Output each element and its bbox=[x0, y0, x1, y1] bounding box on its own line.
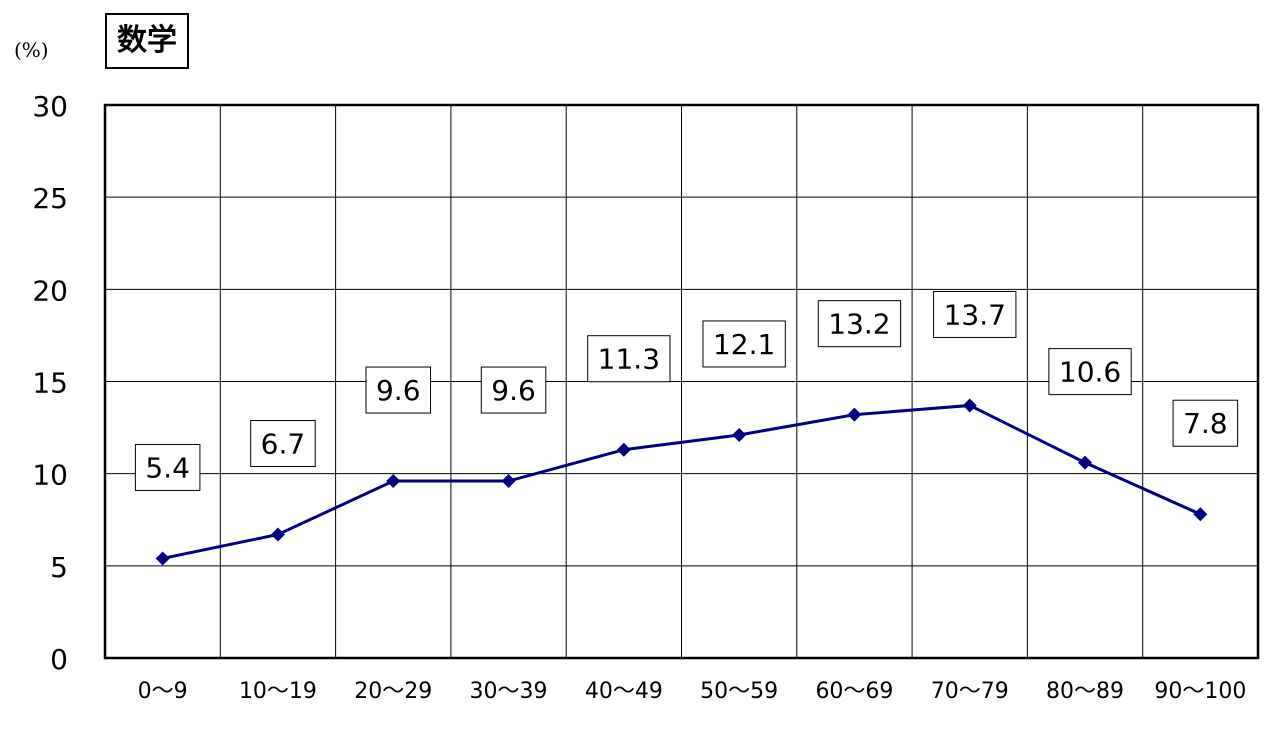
y-tick-label: 5 bbox=[50, 551, 68, 584]
data-point bbox=[1193, 507, 1208, 522]
data-label-box bbox=[134, 443, 201, 491]
data-point bbox=[270, 527, 285, 542]
x-tick-label: 30～39 bbox=[470, 679, 548, 704]
data-label-box bbox=[1172, 399, 1239, 447]
data-label: 5.4 bbox=[145, 451, 190, 484]
plot-border bbox=[103, 103, 1260, 660]
data-label-box bbox=[480, 366, 547, 414]
x-tick-label: 90～100 bbox=[1154, 679, 1246, 704]
x-tick-label: 40～49 bbox=[585, 679, 663, 704]
data-label: 13.2 bbox=[828, 308, 890, 341]
y-tick-label: 15 bbox=[32, 367, 68, 400]
y-tick-label: 25 bbox=[32, 182, 68, 215]
y-tick-label: 10 bbox=[32, 459, 68, 492]
data-point bbox=[962, 398, 977, 413]
data-label-box bbox=[702, 320, 786, 368]
data-point bbox=[616, 442, 631, 457]
data-label-box bbox=[365, 366, 432, 414]
data-label: 7.8 bbox=[1183, 407, 1228, 440]
x-tick-label: 50～59 bbox=[700, 679, 778, 704]
y-tick-label: 20 bbox=[32, 274, 68, 307]
data-label-box bbox=[817, 300, 902, 348]
data-label: 9.6 bbox=[376, 374, 421, 407]
data-label-box bbox=[933, 290, 1017, 338]
data-point bbox=[732, 427, 747, 442]
y-axis-unit-label: (%) bbox=[14, 38, 49, 62]
series-line bbox=[162, 403, 1201, 560]
y-tick-label: 30 bbox=[32, 90, 68, 123]
data-point bbox=[155, 551, 170, 566]
data-label: 11.3 bbox=[598, 343, 660, 376]
data-label: 13.7 bbox=[944, 298, 1006, 331]
data-label: 9.6 bbox=[491, 374, 536, 407]
chart-title: 数学 bbox=[105, 13, 189, 69]
data-label-box bbox=[250, 419, 316, 467]
y-tick-label: 0 bbox=[50, 643, 68, 676]
data-label-box bbox=[1048, 348, 1132, 396]
data-point bbox=[1078, 455, 1093, 470]
data-point bbox=[847, 407, 862, 422]
data-label: 12.1 bbox=[713, 328, 775, 361]
data-label: 10.6 bbox=[1059, 356, 1121, 389]
x-tick-label: 60～69 bbox=[815, 679, 893, 704]
data-label-box bbox=[587, 335, 671, 383]
x-tick-label: 0～9 bbox=[138, 679, 188, 704]
data-label: 6.7 bbox=[261, 427, 306, 460]
x-tick-label: 10～19 bbox=[239, 679, 317, 704]
x-tick-label: 20～29 bbox=[354, 679, 432, 704]
x-tick-label: 80～89 bbox=[1046, 679, 1124, 704]
data-point bbox=[501, 474, 516, 489]
data-point bbox=[386, 474, 401, 489]
x-tick-label: 70～79 bbox=[931, 679, 1009, 704]
